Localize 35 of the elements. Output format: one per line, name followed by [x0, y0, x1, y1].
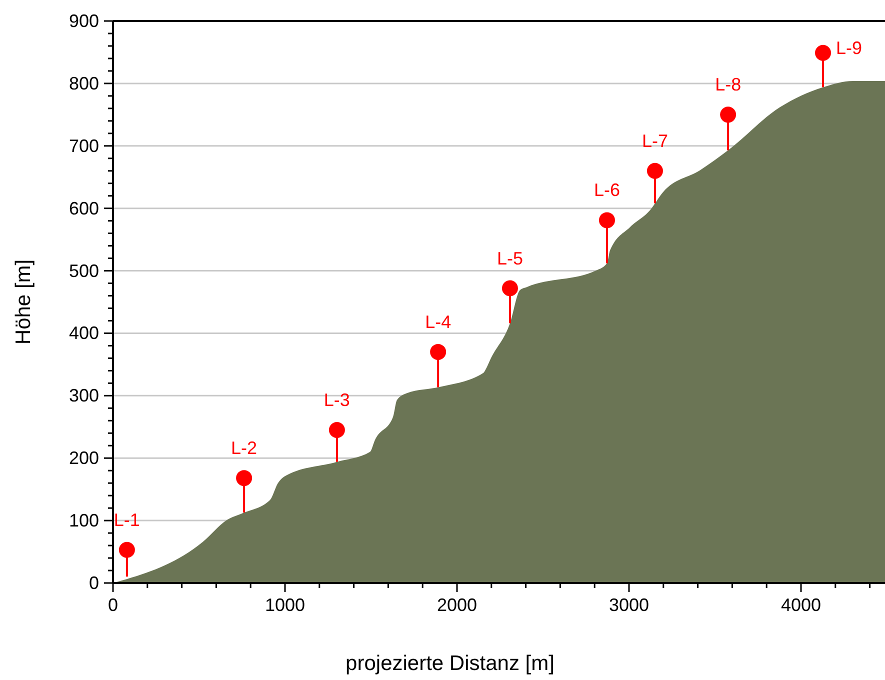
point [598, 212, 615, 228]
y-tick-label: 100 [68, 510, 99, 531]
annotation: L-3 [324, 390, 350, 410]
annotation: L-8 [715, 74, 742, 95]
x-tick-label: 1000 [264, 595, 306, 615]
x-tick-label: 3000 [608, 595, 650, 615]
y-tick-label: 900 [68, 11, 99, 31]
x-tick-label: 2000 [436, 595, 478, 615]
point [646, 162, 663, 179]
annotation: L-7 [642, 130, 668, 151]
annotation: L-9 [836, 38, 862, 58]
point [430, 344, 446, 360]
annotation: L-5 [496, 248, 523, 268]
y-tick-label: 300 [68, 386, 99, 406]
y-tick-label: 0 [88, 573, 99, 593]
x-tick-label: 4000 [780, 595, 822, 615]
point [236, 470, 252, 486]
y-tick-label: 600 [68, 198, 99, 218]
y-axis-title: Höhe [m] [12, 259, 35, 345]
annotation: L-4 [425, 312, 452, 332]
point [720, 106, 736, 123]
annotation: L-1 [114, 510, 140, 530]
point [502, 280, 518, 296]
y-tick-label: 500 [68, 260, 99, 281]
y-tick-label: 800 [68, 73, 99, 94]
y-tick-label: 200 [68, 448, 99, 468]
point [815, 44, 832, 61]
annotation: L-6 [594, 180, 620, 200]
x-tick-label: 0 [108, 595, 118, 615]
y-tick-label: 400 [68, 323, 99, 344]
point [328, 422, 345, 438]
point [118, 542, 135, 558]
x-axis-title: projezierte Distanz [m] [346, 652, 554, 675]
y-tick-label: 700 [68, 136, 99, 156]
annotation: L-2 [231, 438, 258, 458]
